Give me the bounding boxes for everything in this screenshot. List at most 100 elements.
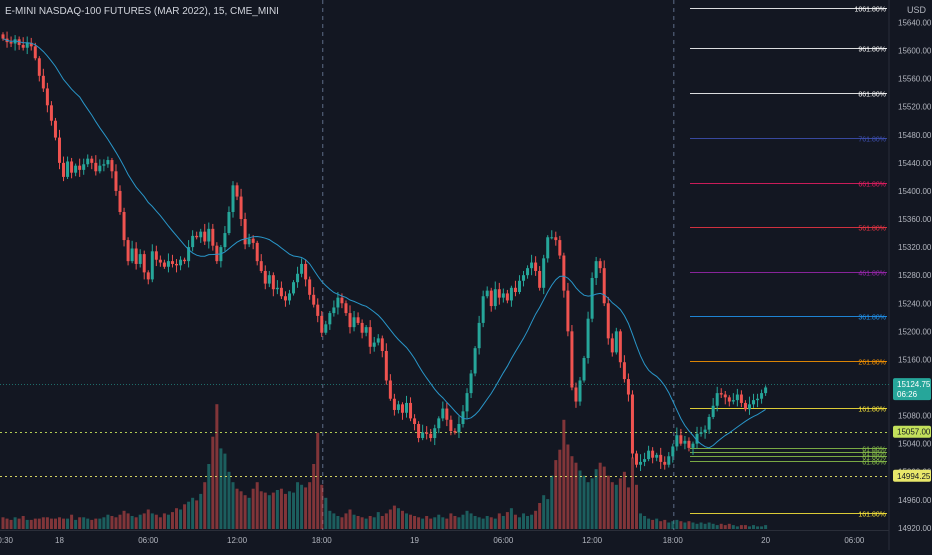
volume-bar bbox=[376, 512, 380, 529]
volume-bar bbox=[74, 519, 78, 529]
candle-body bbox=[590, 277, 594, 319]
candle-body bbox=[356, 317, 360, 323]
candle-body bbox=[348, 313, 352, 328]
candle-body bbox=[566, 290, 570, 332]
candle-body bbox=[610, 338, 614, 353]
x-tick-label: 20:30 bbox=[0, 536, 14, 545]
candle-body bbox=[62, 162, 66, 177]
candle-body bbox=[683, 440, 687, 444]
y-tick-label: 15080.00 bbox=[898, 412, 932, 421]
volume-bar bbox=[699, 522, 703, 529]
fib-level-label: 161.80% bbox=[858, 512, 886, 519]
volume-bar bbox=[219, 448, 223, 529]
volume-bar bbox=[94, 518, 98, 529]
x-tick-label: 20 bbox=[761, 536, 770, 545]
volume-bar bbox=[760, 526, 764, 529]
candle-body bbox=[517, 280, 521, 293]
fib-level-label: 461.80% bbox=[858, 271, 886, 278]
candle-body bbox=[626, 379, 630, 395]
candle-body bbox=[287, 293, 291, 301]
volume-bar bbox=[517, 517, 521, 529]
candle-body bbox=[150, 251, 154, 280]
candle-body bbox=[534, 262, 538, 271]
volume-bar bbox=[554, 460, 558, 529]
volume-bar bbox=[203, 482, 207, 529]
x-tick-label: 19 bbox=[410, 536, 419, 545]
volume-bar bbox=[114, 517, 118, 529]
volume-bar bbox=[655, 518, 659, 529]
candle-body bbox=[546, 237, 550, 259]
volume-bar bbox=[364, 518, 368, 529]
volume-bar bbox=[316, 432, 320, 529]
candle-body bbox=[622, 362, 626, 380]
candle-body bbox=[106, 160, 110, 165]
price-badge bbox=[893, 469, 931, 482]
volume-bar bbox=[570, 456, 574, 529]
volume-bar bbox=[292, 492, 296, 529]
volume-bar bbox=[320, 484, 324, 529]
volume-bar bbox=[328, 510, 332, 529]
candle-body bbox=[296, 273, 300, 283]
candle-body bbox=[731, 400, 735, 402]
volume-bar bbox=[481, 518, 485, 529]
volume-bar bbox=[622, 471, 626, 529]
candle-body bbox=[449, 419, 453, 432]
y-tick-label: 14920.00 bbox=[898, 524, 932, 533]
candle-body bbox=[651, 450, 655, 458]
y-tick-label: 15200.00 bbox=[898, 327, 932, 336]
candle-body bbox=[134, 248, 138, 264]
volume-bar bbox=[263, 492, 267, 529]
volume-bar bbox=[199, 493, 203, 529]
price-badge-label: 14994.25 bbox=[897, 472, 931, 481]
volume-bar bbox=[78, 517, 82, 529]
x-tick-label: 18:00 bbox=[663, 536, 684, 545]
candle-body bbox=[445, 408, 449, 420]
volume-bar bbox=[175, 508, 179, 529]
volume-bar bbox=[360, 517, 364, 529]
candle-body bbox=[602, 268, 606, 304]
volume-bar bbox=[49, 518, 53, 529]
candle-body bbox=[417, 424, 421, 439]
volume-bar bbox=[756, 526, 760, 529]
candle-body bbox=[485, 290, 489, 297]
volume-bar bbox=[405, 513, 408, 529]
candle-body bbox=[594, 261, 598, 278]
candle-body bbox=[756, 398, 760, 401]
volume-bar bbox=[239, 491, 243, 529]
fib-level-label: 261.80% bbox=[858, 360, 886, 367]
volume-bar bbox=[62, 518, 66, 529]
y-tick-label: 15360.00 bbox=[898, 215, 932, 224]
volume-bar bbox=[647, 518, 651, 529]
volume-bar bbox=[469, 513, 473, 529]
candle-body bbox=[526, 268, 530, 276]
candle-body bbox=[320, 315, 324, 333]
volume-bar bbox=[538, 503, 542, 529]
candle-body bbox=[78, 165, 82, 170]
volume-bar bbox=[150, 513, 154, 529]
y-tick-label: 15160.00 bbox=[898, 355, 932, 364]
candle-body bbox=[598, 261, 602, 269]
volume-bar bbox=[457, 517, 461, 529]
volume-bar bbox=[534, 510, 538, 529]
candle-body bbox=[764, 387, 768, 394]
candle-body bbox=[513, 287, 517, 293]
volume-bar bbox=[82, 517, 86, 529]
volume-bar bbox=[667, 522, 671, 529]
candle-body bbox=[396, 404, 400, 410]
volume-bar bbox=[98, 518, 102, 529]
candle-body bbox=[308, 279, 312, 295]
candle-body bbox=[336, 297, 340, 308]
volume-bar bbox=[727, 523, 731, 529]
volume-bar bbox=[707, 522, 711, 529]
candle-body bbox=[667, 456, 671, 465]
y-tick-label: 15400.00 bbox=[898, 187, 932, 196]
candle-body bbox=[707, 416, 711, 430]
volume-bar bbox=[344, 513, 348, 529]
volume-bar bbox=[445, 518, 449, 529]
candle-body bbox=[33, 46, 37, 59]
candle-body bbox=[554, 237, 558, 241]
candle-body bbox=[74, 165, 78, 173]
candle-body bbox=[49, 105, 53, 121]
candle-body bbox=[695, 433, 699, 444]
